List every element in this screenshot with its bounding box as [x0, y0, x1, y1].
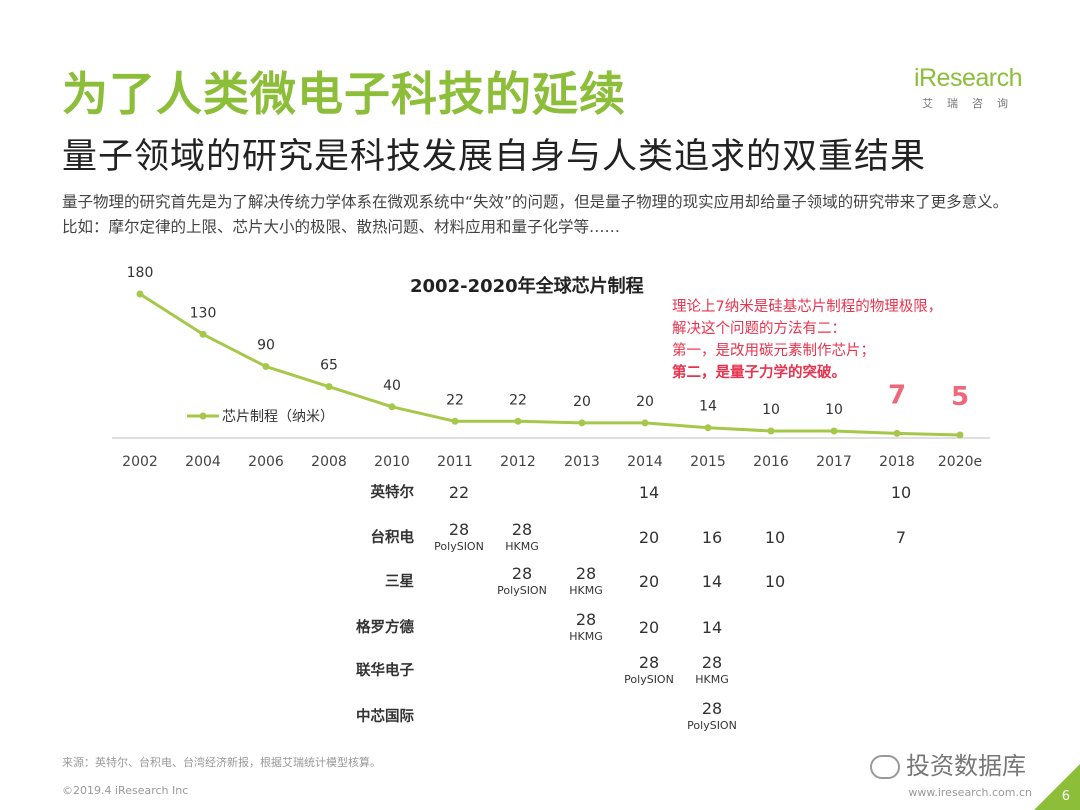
table-cell-tech: PolySION [497, 584, 547, 597]
table-cell-value: 28 [702, 699, 722, 718]
table-cell-value: 28 [576, 610, 596, 629]
data-label: 20 [636, 394, 654, 410]
x-tick-label: 2002 [122, 454, 158, 470]
table-cell-value: 28 [449, 520, 469, 539]
page-number: 6 [1061, 789, 1070, 804]
data-point [199, 330, 207, 338]
data-point [388, 403, 396, 411]
legend-marker [199, 412, 207, 420]
watermark: 投资数据库 [870, 746, 1026, 781]
company-label: 台积电 [371, 528, 415, 546]
data-point [262, 363, 270, 371]
table-cell-tech: PolySION [434, 540, 484, 553]
company-label: 三星 [385, 573, 414, 590]
table-cell-value: 28 [512, 564, 532, 583]
table-cell-value: 10 [765, 528, 785, 547]
data-point [956, 431, 964, 439]
logo-brand-cn: 艾瑞咨询 [922, 97, 1022, 110]
wechat-icon [870, 755, 900, 779]
table-cell-value: 28 [639, 653, 659, 672]
data-label: 65 [320, 358, 338, 374]
note-line-1: 理论上7纳米是硅基芯片制程的物理极限， [672, 299, 943, 315]
intro-paragraph: 量子物理的研究首先是为了解决传统力学体系在微观系统中“失效”的问题，但是量子物理… [62, 193, 1009, 236]
page-subtitle: 量子领域的研究是科技发展自身与人类追求的双重结果 [62, 137, 927, 177]
table-cell-value: 28 [702, 653, 722, 672]
note-line-2: 解决这个问题的方法有二： [672, 321, 846, 337]
x-tick-label: 2015 [690, 454, 726, 470]
data-point [704, 424, 712, 432]
table-cell-tech: PolySION [624, 673, 674, 686]
table-cell-value: 28 [576, 564, 596, 583]
data-label: 130 [190, 305, 217, 321]
table-cell-value: 14 [639, 483, 659, 502]
table-cell-value: 10 [765, 572, 785, 591]
watermark-text: 投资数据库 [906, 752, 1026, 780]
data-point [578, 419, 586, 427]
table-cell-value: 20 [639, 528, 659, 547]
footer-url[interactable]: www.iresearch.com.cn [908, 786, 1032, 799]
x-tick-label: 2013 [564, 454, 600, 470]
table-cell-value: 20 [639, 618, 659, 637]
company-label: 中芯国际 [356, 707, 414, 725]
data-point [136, 290, 144, 298]
data-point [325, 383, 333, 391]
table-cell-value: 14 [702, 618, 722, 637]
data-label: 180 [127, 265, 154, 281]
x-tick-label: 2004 [185, 454, 221, 470]
data-label: 40 [383, 378, 401, 394]
data-label: 22 [509, 392, 527, 408]
page-title: 为了人类微电子科技的延续 [62, 67, 626, 121]
table-cell-tech: HKMG [695, 673, 729, 686]
company-label: 格罗方德 [356, 618, 414, 636]
data-point [893, 429, 901, 437]
data-point [451, 417, 459, 425]
x-tick-label: 2020e [938, 454, 982, 470]
x-tick-label: 2017 [816, 454, 852, 470]
x-tick-label: 2014 [627, 454, 663, 470]
note-line-4: 第二，是量子力学的突破。 [672, 365, 846, 381]
x-tick-label: 2011 [437, 454, 473, 470]
series-line [139, 292, 961, 437]
data-label: 90 [257, 338, 275, 354]
data-point [830, 427, 838, 435]
x-tick-label: 2016 [753, 454, 789, 470]
copyright: ©2019.4 iResearch Inc [62, 784, 189, 797]
company-label: 联华电子 [356, 661, 414, 679]
chart-title: 2002-2020年全球芯片制程 [410, 276, 644, 297]
x-tick-label: 2006 [248, 454, 284, 470]
x-tick-label: 2012 [500, 454, 536, 470]
note-line-3: 第一，是改用碳元素制作芯片； [672, 343, 875, 359]
data-point [514, 417, 522, 425]
table-cell-tech: HKMG [569, 584, 603, 597]
x-tick-label: 2008 [311, 454, 347, 470]
logo-brand: iResearch [913, 64, 1023, 92]
data-label: 5 [951, 382, 969, 412]
source-note: 来源：英特尔、台积电、台湾经济新报，根据艾瑞统计模型核算。 [62, 756, 381, 769]
data-label: 22 [446, 392, 464, 408]
table-cell-value: 20 [639, 572, 659, 591]
table-cell-tech: HKMG [569, 630, 603, 643]
x-tick-label: 2018 [879, 454, 915, 470]
data-label: 7 [888, 380, 906, 410]
table-cell-tech: PolySION [687, 719, 737, 732]
table-cell-value: 16 [702, 528, 722, 547]
table-cell-value: 10 [891, 483, 911, 502]
data-point [641, 419, 649, 427]
table-cell-value: 28 [512, 520, 532, 539]
data-label: 20 [573, 394, 591, 410]
data-point [767, 427, 775, 435]
x-tick-label: 2010 [374, 454, 410, 470]
data-label: 14 [699, 399, 717, 415]
data-label: 10 [762, 402, 780, 418]
table-cell-value: 7 [896, 528, 906, 547]
table-cell-value: 22 [449, 483, 469, 502]
legend-label: 芯片制程（纳米） [222, 409, 334, 425]
table-cell-tech: HKMG [505, 540, 539, 553]
iresearch-logo: iResearch 艾瑞咨询 [913, 64, 1023, 111]
company-label: 英特尔 [371, 483, 415, 501]
annotation-note: 理论上7纳米是硅基芯片制程的物理极限， 解决这个问题的方法有二： 第一，是改用碳… [672, 296, 942, 384]
data-label: 10 [825, 402, 843, 418]
table-cell-value: 14 [702, 572, 722, 591]
